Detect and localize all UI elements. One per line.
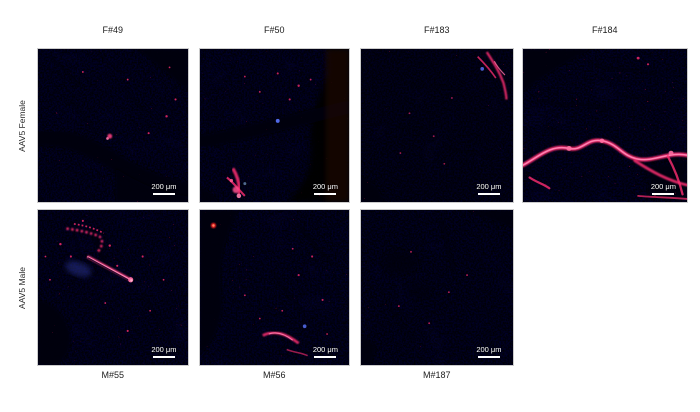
row-group-label-female: AAV5 Female — [17, 99, 27, 152]
micrograph-image-f184 — [522, 49, 687, 202]
panel-title-f50: F#50 — [263, 25, 285, 35]
panel-title-f184: F#184 — [591, 25, 618, 35]
panel-label-m56: M#56 — [262, 370, 286, 380]
micrograph-panel-f183: 200 μm — [360, 48, 514, 203]
micrograph-panel-m55: 200 μm — [37, 209, 189, 366]
micrograph-panel-m187: 200 μm — [360, 209, 514, 366]
micrograph-image-m56 — [199, 210, 349, 365]
micrograph-panel-m56: 200 μm — [198, 209, 350, 366]
micrograph-image-m187 — [361, 210, 513, 365]
micrograph-image-f183 — [361, 49, 513, 202]
micrograph-panel-f184: 200 μm — [521, 48, 688, 203]
panel-title-f183: F#183 — [423, 25, 450, 35]
micrograph-image-f49 — [38, 49, 188, 202]
micrograph-panel-f49: 200 μm — [37, 48, 189, 203]
row-group-label-male: AAV5 Male — [17, 266, 27, 309]
micrograph-image-f50 — [199, 49, 349, 202]
panel-title-f49: F#49 — [102, 25, 123, 35]
panel-label-m187: M#187 — [422, 370, 451, 380]
micrograph-panel-f50: 200 μm — [198, 48, 350, 203]
panel-label-m55: M#55 — [101, 370, 124, 380]
micrograph-image-m55 — [38, 210, 188, 365]
